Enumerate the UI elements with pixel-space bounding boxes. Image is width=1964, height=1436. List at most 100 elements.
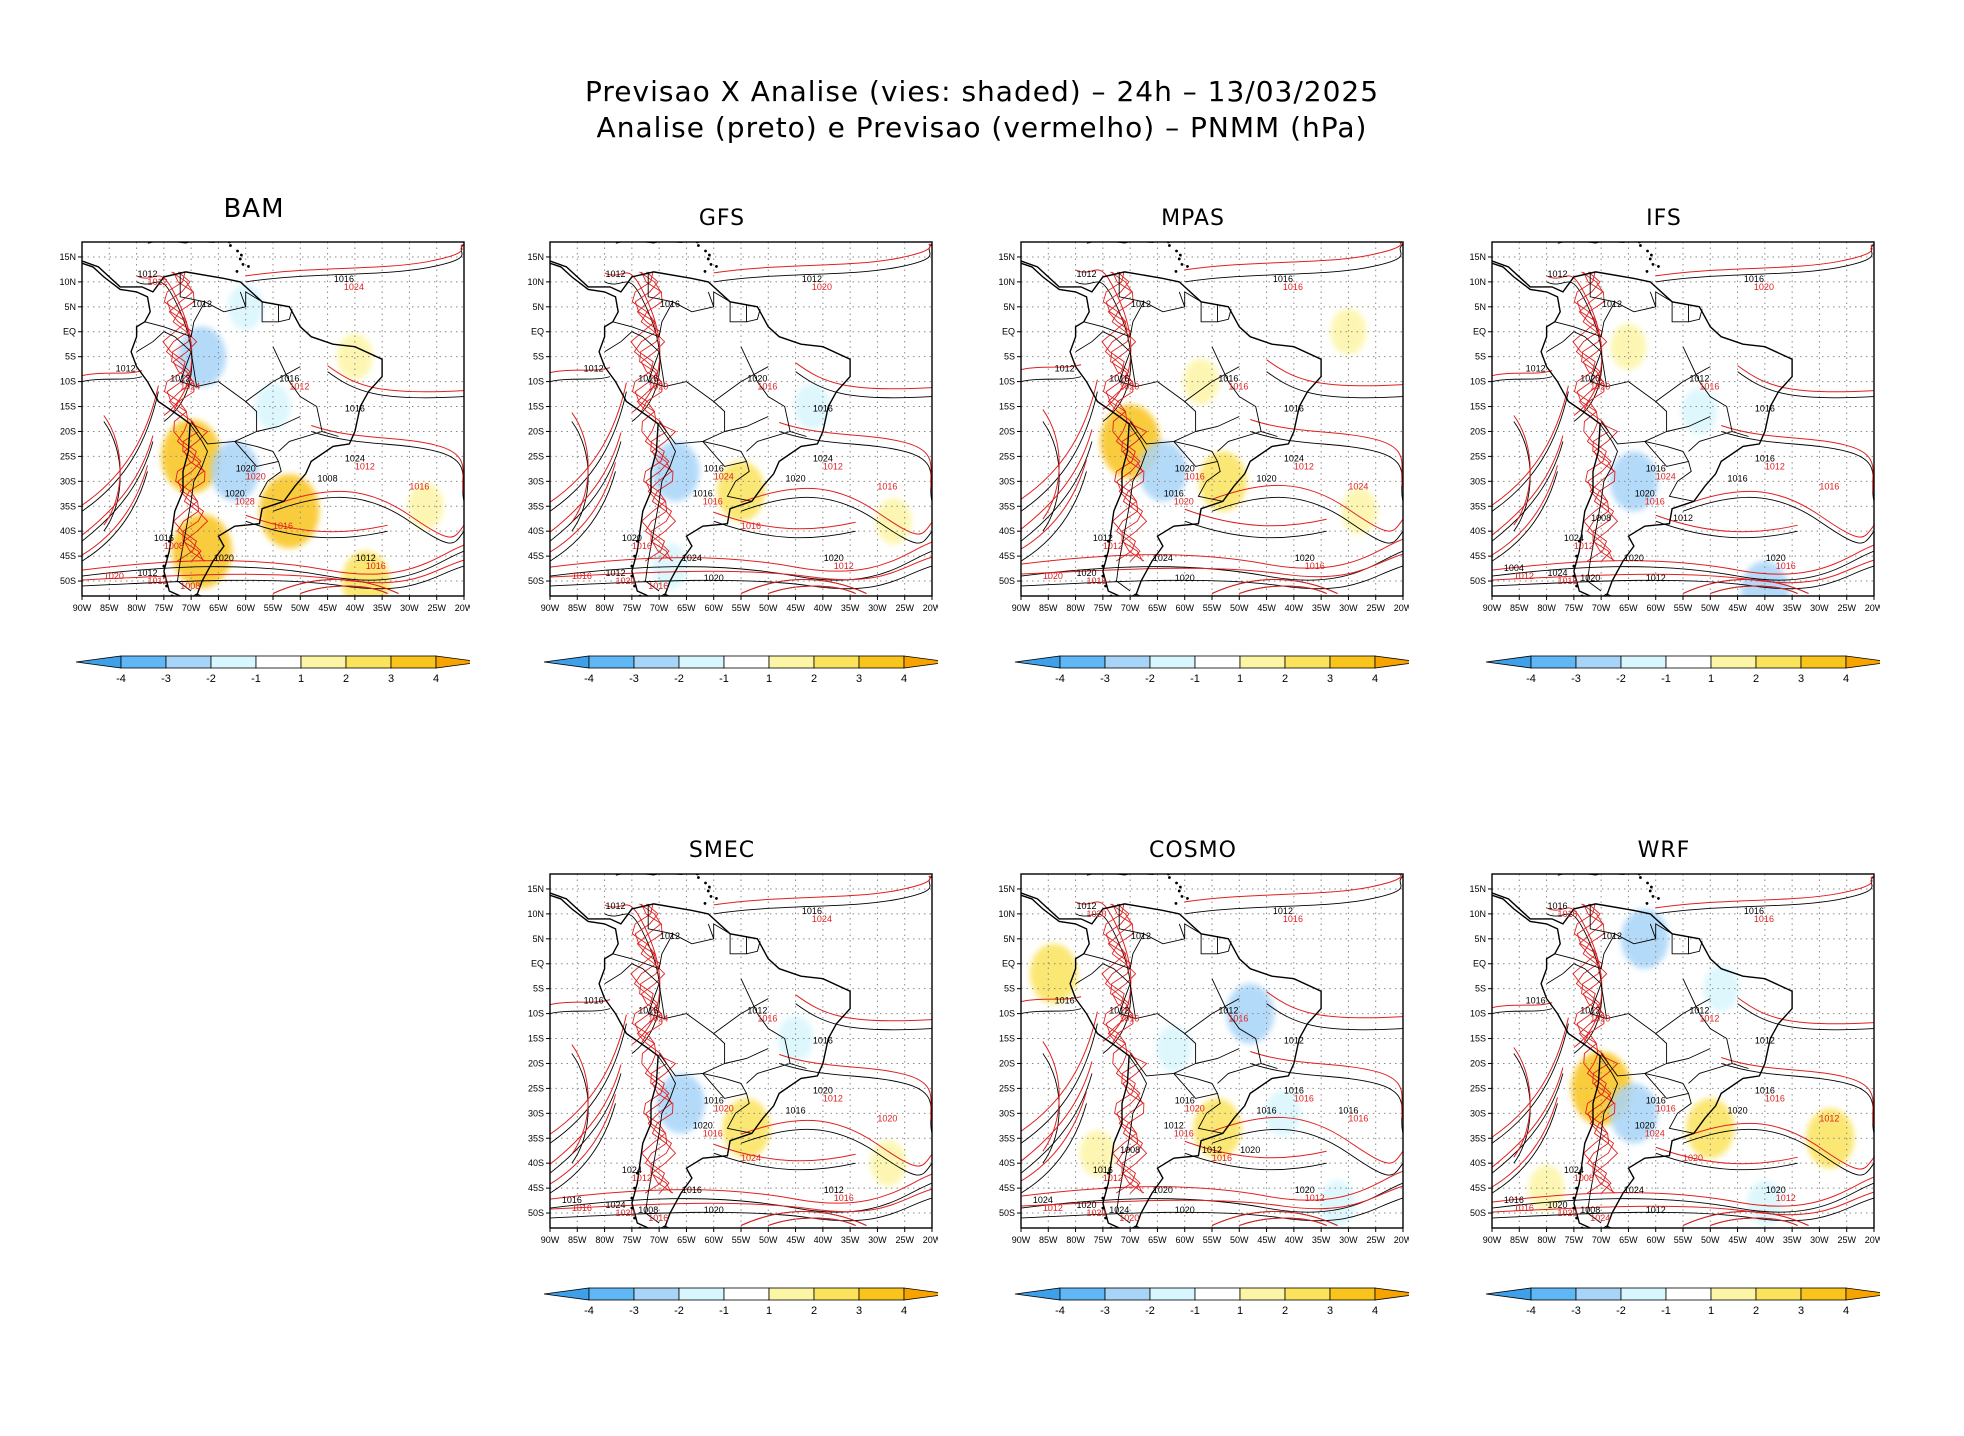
country-border xyxy=(724,416,769,432)
lat-tick-label: 15N xyxy=(527,884,544,894)
colorbar-tick-label: 3 xyxy=(856,673,862,685)
analysis-isobar xyxy=(82,391,159,512)
lon-tick-label: 65W xyxy=(1619,603,1638,613)
lon-tick-label: 85W xyxy=(568,1235,587,1245)
country-border xyxy=(1666,1048,1711,1064)
forecast-isobar xyxy=(1492,1017,1569,1138)
colorbar-tick-label: 3 xyxy=(1798,1305,1804,1317)
country-border xyxy=(702,1072,748,1099)
lat-tick-label: 30S xyxy=(999,1108,1015,1118)
analysis-isobar-label: 1024 xyxy=(1547,568,1567,578)
forecast-isobar xyxy=(779,1054,932,1125)
colorbar-legend: -4 -3 -2 -1 1 2 3 4 xyxy=(1485,655,1880,685)
analysis-isobar xyxy=(1021,391,1098,512)
forecast-isobar-label: 1020 xyxy=(1683,1153,1703,1163)
country-border xyxy=(278,309,293,323)
forecast-isobar-label: 1016 xyxy=(1283,914,1303,924)
country-border xyxy=(1184,366,1240,402)
lat-tick-label: 50S xyxy=(999,1208,1015,1218)
analysis-isobar xyxy=(1492,1008,1553,1015)
forecast-isobar-label: 1012 xyxy=(1776,1193,1796,1203)
lon-tick-label: 40W xyxy=(1285,603,1304,613)
lat-tick-label: 40S xyxy=(1470,526,1486,536)
lon-tick-label: 20W xyxy=(923,1235,938,1245)
analysis-isobar-label: 1020 xyxy=(1153,1185,1173,1195)
forecast-isobar-label: 1012 xyxy=(1574,541,1594,551)
colorbar-tick-label: -2 xyxy=(674,673,684,685)
analysis-isobar xyxy=(1492,441,1564,542)
analysis-isobar-label: 1012 xyxy=(1218,1006,1238,1016)
analysis-isobar xyxy=(82,565,464,590)
lon-tick-label: 85W xyxy=(1039,1235,1058,1245)
country-border xyxy=(1075,331,1136,388)
lat-tick-label: 10S xyxy=(999,377,1015,387)
panel-title: BAM xyxy=(223,194,285,224)
forecast-isobar xyxy=(1075,269,1132,410)
forecast-isobar-label: 1016 xyxy=(1699,382,1719,392)
analysis-isobar xyxy=(1682,496,1874,544)
forecast-isobar-label: 1012 xyxy=(1699,1014,1719,1024)
forecast-isobar-label: 1012 xyxy=(823,461,843,471)
country-border xyxy=(604,331,665,388)
forecast-isobar xyxy=(1492,435,1564,536)
lon-tick-label: 25W xyxy=(1366,1235,1385,1245)
analysis-isobar-label: 1020 xyxy=(1175,573,1195,583)
lat-tick-label: 40S xyxy=(60,526,76,536)
forecast-isobar xyxy=(1239,1217,1327,1226)
bias-area xyxy=(1264,1090,1301,1137)
colorbar-tick-label: 4 xyxy=(1843,673,1849,685)
island-dot xyxy=(633,1216,636,1220)
analysis-isobar xyxy=(1021,376,1082,383)
island-dot xyxy=(1639,244,1642,247)
country-border xyxy=(713,366,769,402)
forecast-isobar xyxy=(779,422,932,493)
analysis-isobar-label: 1016 xyxy=(279,374,299,384)
colorbar-tick-label: 1 xyxy=(766,1305,772,1317)
lon-tick-label: 65W xyxy=(209,603,228,613)
analysis-isobar-label: 1004 xyxy=(1504,563,1524,573)
island-dot xyxy=(229,244,232,247)
island-dot xyxy=(633,1186,636,1190)
forecast-isobar xyxy=(1021,553,1403,578)
forecast-isobar xyxy=(550,556,932,581)
lat-tick-label: 15S xyxy=(1470,402,1486,412)
analysis-isobar xyxy=(1737,371,1874,399)
analysis-isobar xyxy=(550,1073,622,1174)
bias-area xyxy=(1193,1098,1242,1159)
forecast-isobar-label: 1016 xyxy=(757,1014,777,1024)
island-dot xyxy=(1651,263,1655,266)
lat-tick-label: 15N xyxy=(1469,252,1486,262)
lon-tick-label: 20W xyxy=(455,603,470,613)
island-dot xyxy=(1177,889,1181,893)
lon-tick-label: 35W xyxy=(1312,1235,1331,1245)
forecast-isobar-label: 1016 xyxy=(877,481,897,491)
island-dot xyxy=(179,600,182,603)
lat-tick-label: 25S xyxy=(60,451,76,461)
lon-tick-label: 20W xyxy=(1865,603,1880,613)
bias-area xyxy=(1341,488,1378,535)
analysis-isobar-label: 1012 xyxy=(1076,269,1096,279)
analysis-isobar xyxy=(1184,244,1403,283)
country-border xyxy=(1600,351,1608,387)
forecast-isobar xyxy=(795,994,932,1022)
lon-tick-label: 80W xyxy=(595,603,614,613)
forecast-isobar xyxy=(272,578,399,594)
country-border xyxy=(1600,983,1608,1019)
island-dot xyxy=(635,539,639,543)
country-border xyxy=(245,291,263,307)
island-dot xyxy=(709,895,713,898)
colorbar-tick-label: 4 xyxy=(1372,1305,1378,1317)
analysis-isobar-label: 1008 xyxy=(1580,1205,1600,1215)
analysis-isobar xyxy=(1211,1128,1403,1176)
lat-tick-label: 5S xyxy=(533,984,544,994)
island xyxy=(1054,217,1106,233)
lat-tick-label: 15S xyxy=(999,1034,1015,1044)
title-line-2: Analise (preto) e Previsao (vermelho) – … xyxy=(596,111,1368,144)
analysis-isobar-label: 1024 xyxy=(622,1165,642,1175)
lon-tick-label: 35W xyxy=(841,603,860,613)
island-dot xyxy=(1572,574,1576,578)
analysis-isobar xyxy=(1492,1197,1874,1222)
country-border xyxy=(1143,291,1186,313)
lon-tick-label: 35W xyxy=(1783,1235,1802,1245)
